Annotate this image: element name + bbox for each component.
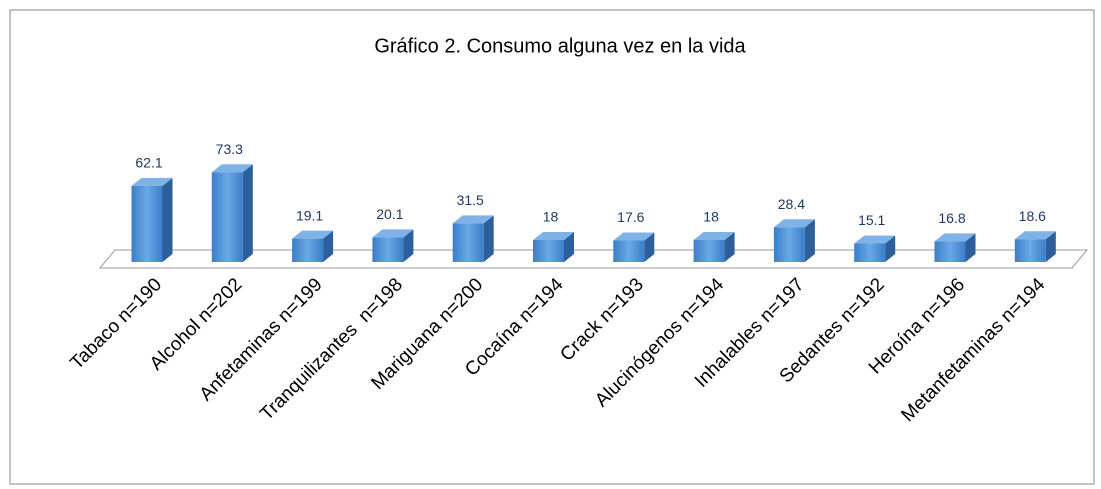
bar-front bbox=[613, 240, 645, 262]
bar-front bbox=[131, 185, 163, 262]
bar-top bbox=[131, 177, 173, 186]
value-label: 15.1 bbox=[858, 212, 885, 228]
bar-front bbox=[292, 238, 324, 262]
chart-title: Gráfico 2. Consumo alguna vez en la vida bbox=[374, 35, 746, 57]
bar bbox=[372, 229, 414, 262]
bar-front bbox=[372, 237, 404, 262]
bar-side bbox=[804, 219, 815, 262]
value-label: 17.6 bbox=[617, 209, 644, 225]
bar bbox=[854, 235, 896, 262]
bar-top bbox=[292, 230, 334, 239]
value-label: 28.4 bbox=[778, 196, 805, 212]
bar-top bbox=[372, 229, 414, 238]
bar-top bbox=[693, 231, 735, 240]
value-label: 62.1 bbox=[135, 155, 162, 171]
bar-side bbox=[1045, 231, 1056, 262]
bar-side bbox=[644, 232, 655, 262]
bar-front bbox=[452, 223, 484, 262]
value-label: 18 bbox=[543, 209, 559, 225]
bar-side bbox=[885, 235, 896, 262]
bar-front bbox=[693, 239, 725, 262]
bar bbox=[211, 164, 253, 262]
bar-side bbox=[403, 229, 414, 262]
value-label: 31.5 bbox=[457, 192, 484, 208]
bar bbox=[934, 233, 976, 262]
bar-top bbox=[613, 232, 655, 241]
value-label: 19.1 bbox=[296, 207, 323, 223]
bar-top bbox=[533, 231, 574, 240]
bar-side bbox=[965, 233, 976, 262]
value-label: 18.6 bbox=[1019, 208, 1046, 224]
bar bbox=[131, 177, 173, 262]
bar-front bbox=[211, 172, 243, 262]
bar bbox=[773, 219, 815, 262]
bar-front bbox=[773, 227, 805, 262]
value-label: 73.3 bbox=[216, 141, 243, 157]
bar bbox=[533, 231, 574, 262]
bar bbox=[452, 215, 494, 262]
bar-top bbox=[1014, 231, 1056, 240]
bar-side bbox=[162, 177, 173, 262]
bar bbox=[292, 230, 334, 262]
bar-side bbox=[564, 231, 574, 262]
bar bbox=[693, 231, 735, 262]
bar-side bbox=[323, 230, 334, 262]
value-label: 16.8 bbox=[938, 210, 965, 226]
bar-top bbox=[452, 215, 494, 224]
bar-front bbox=[533, 239, 564, 262]
floor bbox=[98, 249, 1089, 269]
bar-top bbox=[773, 219, 815, 228]
bar bbox=[613, 232, 655, 262]
bar-front bbox=[934, 241, 966, 262]
bar-top bbox=[934, 233, 976, 242]
bar-front bbox=[1014, 239, 1046, 262]
bar-side bbox=[483, 215, 494, 262]
value-label: 18 bbox=[703, 209, 719, 225]
bar-front bbox=[854, 243, 886, 262]
value-label: 20.1 bbox=[376, 206, 403, 222]
bar bbox=[1014, 231, 1056, 262]
bar-top bbox=[854, 235, 896, 244]
bar-top bbox=[211, 164, 253, 173]
bar-side bbox=[724, 231, 735, 262]
bar-side bbox=[242, 164, 253, 262]
